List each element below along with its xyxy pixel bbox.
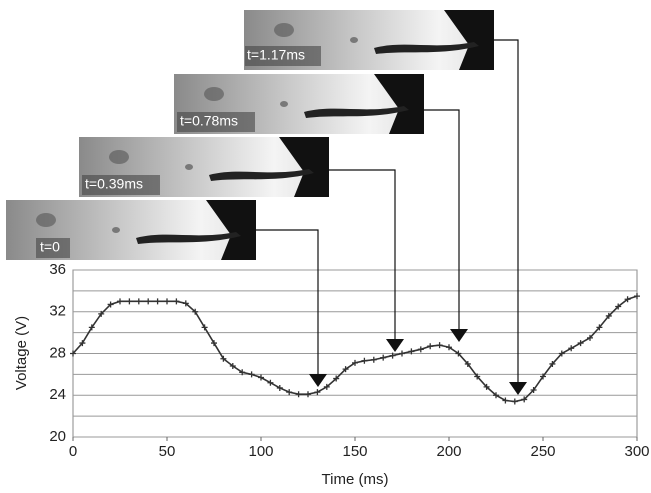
y-tick-label: 28 [49,344,66,361]
inset-photo: t=1.17ms [244,10,494,70]
x-tick-label: 250 [530,443,555,460]
data-point [568,345,575,352]
data-point [211,340,217,347]
data-point [399,350,405,357]
data-point [173,298,180,305]
x-tick-label: 50 [159,443,176,460]
x-tick-label: 100 [248,443,273,460]
data-point [88,324,95,331]
data-point [380,354,387,361]
data-point [549,360,556,367]
x-tick-label: 300 [624,443,649,460]
data-point [521,396,528,403]
data-point [135,298,142,305]
data-point [154,298,161,305]
data-point [145,298,152,305]
data-point [587,334,593,341]
arrow-head [509,382,527,395]
data-point [295,391,302,398]
data-point [305,391,311,398]
data-point [370,356,377,363]
data-point [117,298,123,305]
data-point [192,308,199,315]
data-point [483,383,490,390]
data-point [511,398,518,405]
data-point [229,363,236,370]
data-point [98,310,105,317]
data-point [530,387,537,394]
x-tick-label: 200 [436,443,461,460]
data-point [220,355,227,362]
pointer-arrow [255,229,319,375]
inset-photos: t=0 t=0.39ms t=0.78ms t=1.17ms [6,10,494,260]
arrow-head [309,374,327,387]
arrow-head [386,339,404,352]
pointer-arrows [255,39,527,395]
data-point [248,371,255,378]
data-point [389,352,396,359]
axes: 20 24 28 32 36 0 50 100 150 200 250 300 [49,261,649,460]
data-point [239,369,246,376]
data-point [427,343,434,350]
data-point [615,303,622,310]
inset-photo: t=0.39ms [79,137,329,197]
data-point [70,350,76,357]
inset-label: t=0 [40,239,60,255]
y-tick-label: 36 [49,261,66,278]
data-point [126,298,133,305]
x-tick-label: 0 [69,443,77,460]
data-point [79,340,86,347]
data-point [258,374,264,381]
y-tick-label: 32 [49,303,66,320]
data-point [464,360,471,367]
x-tick-label: 150 [342,443,367,460]
data-point [361,357,368,364]
y-axis-label: Voltage (V) [13,316,30,390]
data-point [493,392,499,399]
data-point [342,366,349,373]
data-point [540,373,546,380]
data-point [474,373,481,380]
inset-label: t=1.17ms [247,47,305,63]
data-point [417,346,424,353]
data-point [333,375,340,382]
data-point [286,389,293,396]
data-point [201,324,208,331]
data-point [352,359,358,366]
data-point [314,389,321,396]
y-tick-label: 24 [49,386,66,403]
inset-label: t=0.78ms [180,113,238,129]
data-point [624,296,631,303]
data-point [107,301,114,308]
data-point [455,350,462,357]
data-point [323,383,330,390]
x-axis-label: Time (ms) [322,471,389,488]
data-point [634,293,640,300]
pointer-arrow [328,169,396,340]
data-point [164,298,170,305]
data-point [596,324,603,331]
inset-photo: t=0.78ms [174,74,424,134]
data-point [577,340,584,347]
pointer-arrow [424,109,460,330]
data-point [502,397,509,404]
data-point [558,350,565,357]
data-point [408,348,415,355]
data-point [436,342,443,349]
data-point [446,344,452,351]
inset-photo: t=0 [6,200,256,260]
pointer-arrow [494,39,519,383]
data-point [605,312,612,319]
inset-label: t=0.39ms [85,176,143,192]
arrow-head [450,329,468,342]
data-point [267,379,274,386]
y-tick-label: 20 [49,428,66,445]
data-point [276,384,283,391]
data-point [182,300,189,307]
